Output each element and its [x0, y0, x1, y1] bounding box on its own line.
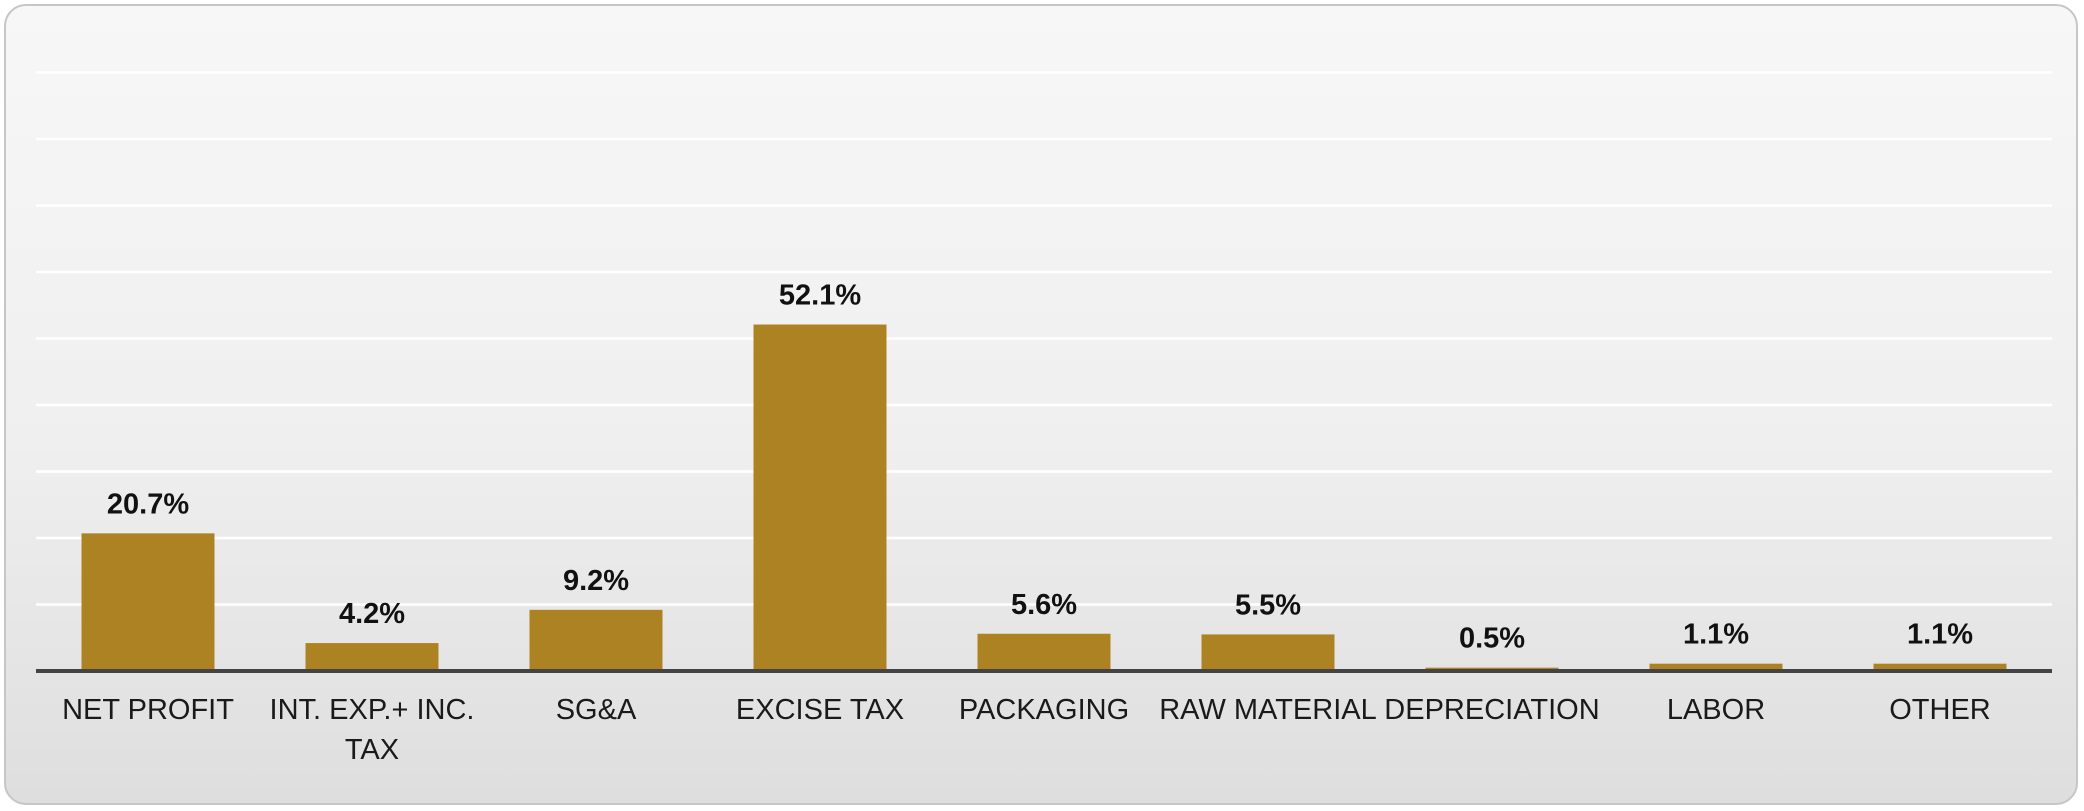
bar	[81, 533, 215, 671]
gridlines	[36, 71, 2052, 606]
bar	[1649, 663, 1783, 671]
category-label: RAW MATERIAL	[1159, 694, 1377, 726]
bar	[753, 324, 887, 671]
category-label: INT. EXP.+ INC. TAX	[270, 694, 475, 766]
category-tick-labels: NET PROFIT INT. EXP.+ INC. TAX SG&A EXCISE T…	[62, 694, 1991, 766]
chart-frame: 20.7% 4.2% 9.2% 52.1% 5.6% 5.5% 0.5% 1.1% 1.1% N…	[4, 4, 2078, 805]
category-label: NET PROFIT	[62, 694, 234, 726]
value-label: 5.5%	[1235, 589, 1301, 621]
category-label: SG&A	[556, 694, 637, 726]
bar	[977, 633, 1111, 671]
bars	[81, 324, 2007, 671]
value-label: 0.5%	[1459, 623, 1525, 655]
category-label: DEPRECIATION	[1384, 694, 1599, 726]
category-label: PACKAGING	[959, 694, 1129, 726]
value-label: 1.1%	[1907, 619, 1973, 651]
value-labels: 20.7% 4.2% 9.2% 52.1% 5.6% 5.5% 0.5% 1.1% 1.1%	[107, 280, 1973, 655]
value-label: 52.1%	[779, 280, 861, 312]
bar	[305, 643, 439, 671]
bar	[529, 609, 663, 671]
value-label: 20.7%	[107, 488, 189, 520]
value-label: 5.6%	[1011, 589, 1077, 621]
value-label: 9.2%	[563, 565, 629, 597]
bar	[1873, 663, 2007, 671]
bar	[1201, 634, 1335, 671]
bar-chart: 20.7% 4.2% 9.2% 52.1% 5.6% 5.5% 0.5% 1.1% 1.1% N…	[36, 71, 2052, 766]
category-label: EXCISE TAX	[736, 694, 904, 726]
value-label: 1.1%	[1683, 619, 1749, 651]
value-label: 4.2%	[339, 598, 405, 630]
category-label: LABOR	[1667, 694, 1765, 726]
category-label: OTHER	[1889, 694, 1991, 726]
